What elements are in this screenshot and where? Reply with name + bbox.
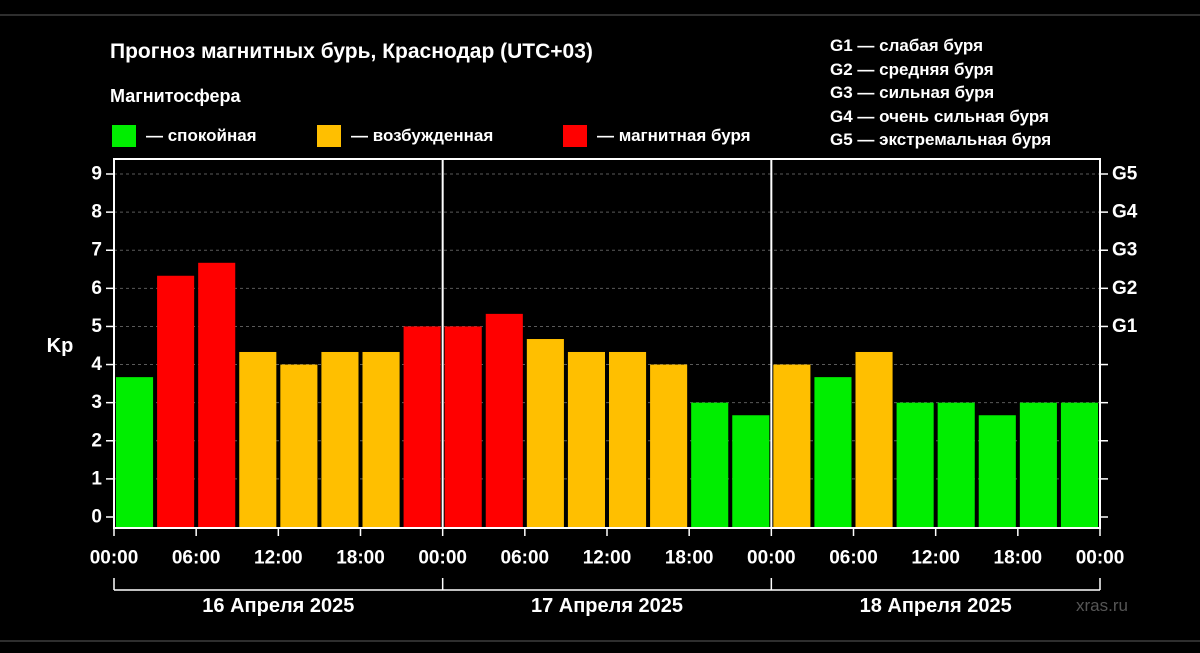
g-scale-tick-label: G4 [1112,202,1138,223]
x-tick-label: 18:00 [665,548,714,569]
kp-bar [650,364,688,528]
kp-bar [157,275,195,528]
y-tick-label: 0 [91,507,102,528]
g-legend-item: G3 — сильная буря [830,83,995,102]
kp-bar [855,351,893,528]
kp-bar [198,262,236,528]
kp-bar [773,364,811,528]
g-scale-legend: G1 — слабая буря G2 — средняя буря G3 — … [830,34,1051,152]
x-tick-label: 00:00 [747,548,796,569]
y-tick-label: 8 [91,202,102,223]
chart-title: Прогноз магнитных бурь, Краснодар (UTC+0… [110,40,593,63]
y-tick-label: 3 [91,392,102,413]
x-tick-label: 06:00 [172,548,221,569]
day-label: 17 Апреля 2025 [531,595,683,617]
day-label: 16 Апреля 2025 [202,595,354,617]
kp-bar [444,326,482,528]
x-tick-label: 12:00 [254,548,303,569]
x-tick-label: 06:00 [501,548,550,569]
kp-bar [116,377,154,528]
kp-bar [526,339,564,528]
x-tick-label: 00:00 [1076,548,1125,569]
x-tick-label: 00:00 [418,548,467,569]
legend-label-quiet: — спокойная [146,126,257,145]
g-legend-item: G5 — экстремальная буря [830,130,1052,149]
g-legend-item: G4 — очень сильная буря [830,106,1049,126]
kp-bar [239,351,277,528]
y-tick-label: 6 [91,278,102,299]
g-scale-tick-label: G2 [1112,278,1137,299]
x-tick-label: 00:00 [90,548,139,569]
x-tick-label: 06:00 [829,548,878,569]
legend-swatch-unsettled [317,125,341,147]
g-legend-item: G1 — слабая буря [830,36,984,55]
kp-bar [896,402,934,528]
legend-label-unsettled: — возбужденная [351,126,494,145]
legend-heading: Магнитосфера [110,86,241,106]
kp-bar [978,415,1016,528]
kp-bar [1060,402,1098,528]
kp-bar [321,351,359,528]
kp-bar [691,402,729,528]
g-scale-tick-label: G1 [1112,316,1138,337]
g-scale-tick-label: G5 [1112,164,1138,185]
x-tick-label: 12:00 [583,548,632,569]
legend-swatch-quiet [112,125,136,147]
kp-bar [732,415,770,528]
g-legend-item: G2 — средняя буря [830,59,994,79]
y-tick-label: 7 [91,240,102,261]
kp-bar [485,313,523,528]
y-tick-label: 4 [91,354,102,375]
y-tick-label: 5 [91,316,102,337]
legend-swatch-storm [563,125,587,147]
kp-bar [567,351,605,528]
y-tick-label: 9 [91,164,102,185]
y-axis-label: Kp [47,335,74,357]
y-tick-label: 2 [91,430,102,451]
legend-item-unsettled: — возбужденная [317,124,493,148]
top-border [0,14,1200,16]
kp-bar [403,326,441,528]
x-tick-label: 18:00 [994,548,1043,569]
kp-bar [362,351,400,528]
x-tick-label: 18:00 [336,548,385,569]
kp-bar [1019,402,1057,528]
g-scale-tick-label: G3 [1112,240,1137,261]
legend-label-storm: — магнитная буря [597,126,751,145]
kp-bar [280,364,318,528]
x-tick-label: 12:00 [911,548,960,569]
legend-item-storm: — магнитная буря [563,124,751,148]
y-tick-label: 1 [91,468,102,489]
bottom-border [0,640,1200,642]
day-label: 18 Апреля 2025 [860,595,1012,617]
kp-bar [609,351,647,528]
watermark: xras.ru [1076,596,1128,615]
kp-bar [937,402,975,528]
legend-item-quiet: — спокойная [112,124,257,148]
kp-bar [814,377,852,528]
